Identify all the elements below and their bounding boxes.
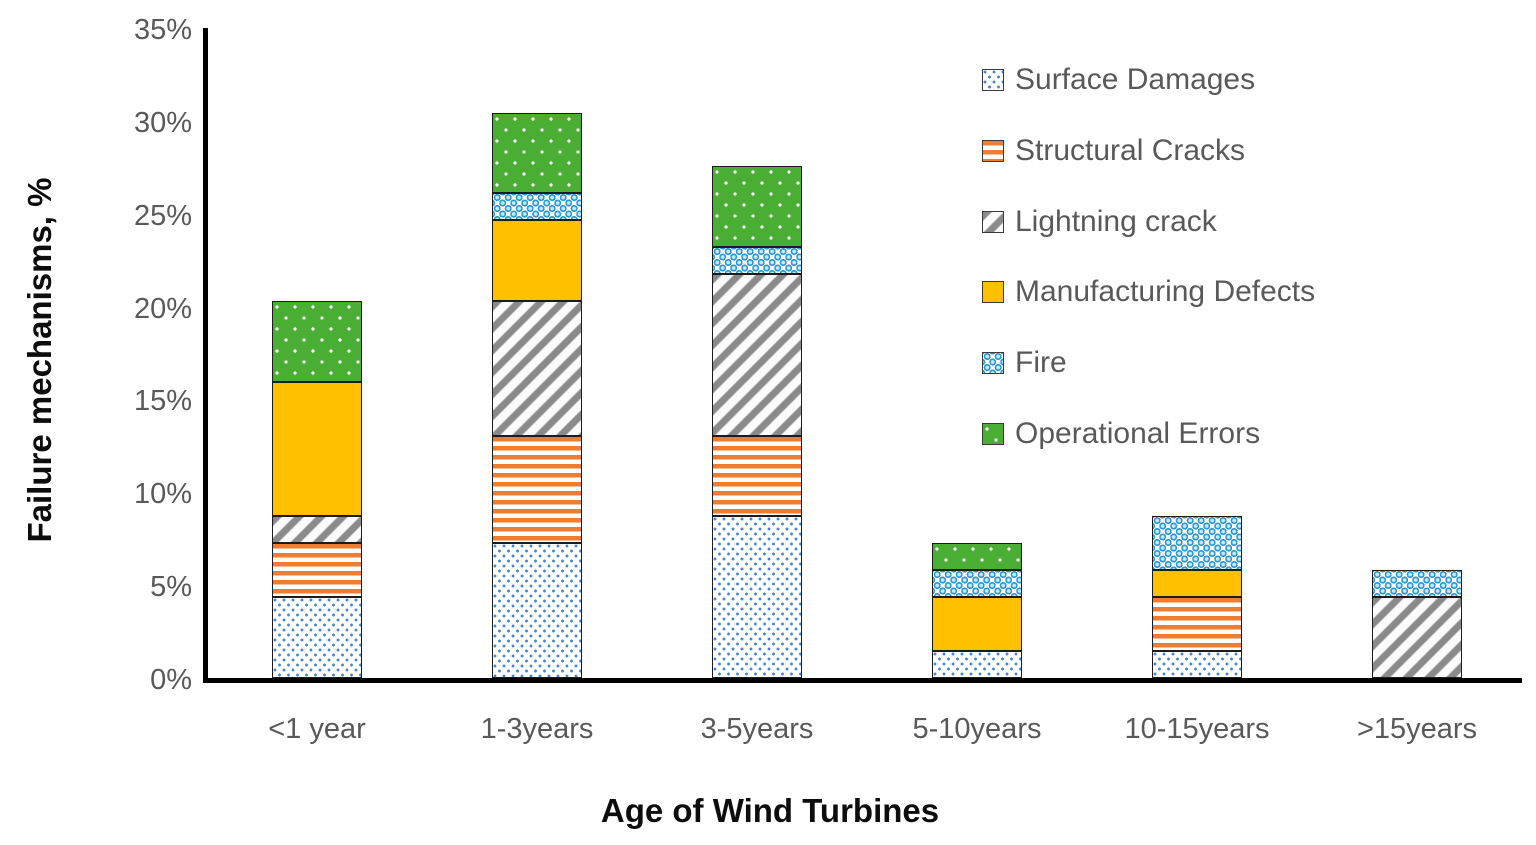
x-tick-label: 1-3years (480, 713, 594, 745)
bar-segment-fire (932, 570, 1022, 598)
bar-segment-structural (1152, 597, 1242, 652)
bar-segment-fire (1152, 516, 1242, 571)
bar-segment-operational (712, 166, 802, 248)
bar-segment-surface (712, 516, 802, 678)
legend-label: Fire (1015, 346, 1067, 380)
bar-segment-structural (272, 543, 362, 598)
legend-label: Operational Errors (1015, 417, 1261, 450)
y-tick-label: 30% (133, 106, 192, 139)
legend-item-surface: Surface Damages (982, 63, 1255, 97)
legend-swatch-surface (982, 69, 1004, 91)
legend-label: Lightning crack (1015, 204, 1217, 238)
legend-swatch-lightning (982, 210, 1004, 233)
legend-swatch-manufacturing (982, 281, 1004, 304)
legend-label: Manufacturing Defects (1015, 275, 1316, 309)
x-tick-label: 10-15years (1124, 713, 1270, 745)
legend-swatch-operational (982, 423, 1004, 445)
x-tick-label: <1 year (268, 713, 366, 745)
x-axis-title: Age of Wind Turbines (600, 792, 940, 829)
legend-item-fire: Fire (982, 346, 1067, 380)
bar-segment-structural (712, 435, 802, 517)
bar-segment-operational (932, 543, 1022, 571)
y-tick-label: 20% (133, 292, 192, 325)
bar-segment-surface (272, 597, 362, 678)
bar--15years (1372, 23, 1462, 678)
bar-segment-fire (492, 193, 582, 221)
bar-segment-surface (1152, 651, 1242, 678)
y-tick-label: 25% (133, 199, 192, 232)
bar-segment-surface (932, 651, 1022, 678)
y-tick-label: 15% (133, 385, 192, 418)
legend-item-operational: Operational Errors (982, 417, 1260, 451)
y-tick-label: 10% (133, 478, 192, 511)
x-tick-label: 3-5years (700, 713, 814, 745)
legend-swatch-structural (982, 139, 1004, 162)
x-tick-label: 5-10years (912, 713, 1042, 745)
bar-segment-lightning (492, 301, 582, 436)
bar--1-year (272, 23, 362, 678)
x-tick-label: >15years (1356, 713, 1478, 745)
bar-1-3years (492, 23, 582, 678)
bar-segment-lightning (1372, 597, 1462, 678)
bar-segment-manufacturing (492, 220, 582, 302)
bar-segment-operational (492, 112, 582, 194)
y-tick-label: 0% (150, 664, 192, 696)
bar-3-5years (712, 23, 802, 678)
x-axis-line (203, 678, 1522, 683)
legend-item-lightning: Lightning crack (982, 205, 1217, 239)
bar-segment-manufacturing (272, 381, 362, 517)
bar-segment-fire (712, 247, 802, 275)
y-axis-line (203, 28, 208, 683)
bar-segment-structural (492, 435, 582, 544)
y-tick-label: 35% (133, 14, 192, 46)
legend-item-structural: Structural Cracks (982, 134, 1245, 168)
legend-swatch-fire (982, 352, 1004, 375)
bar-segment-lightning (272, 516, 362, 544)
legend-item-manufacturing: Manufacturing Defects (982, 275, 1315, 309)
bar-5-10years (932, 23, 1022, 678)
bar-segment-operational (272, 301, 362, 382)
legend-label: Structural Cracks (1015, 133, 1246, 167)
bar-segment-lightning (712, 274, 802, 436)
bar-segment-manufacturing (1152, 570, 1242, 598)
legend-label: Surface Damages (1015, 63, 1256, 96)
bar-segment-manufacturing (932, 597, 1022, 652)
bar-10-15years (1152, 23, 1242, 678)
y-tick-label: 5% (150, 571, 192, 604)
bar-segment-surface (492, 543, 582, 678)
bar-segment-fire (1372, 570, 1462, 598)
